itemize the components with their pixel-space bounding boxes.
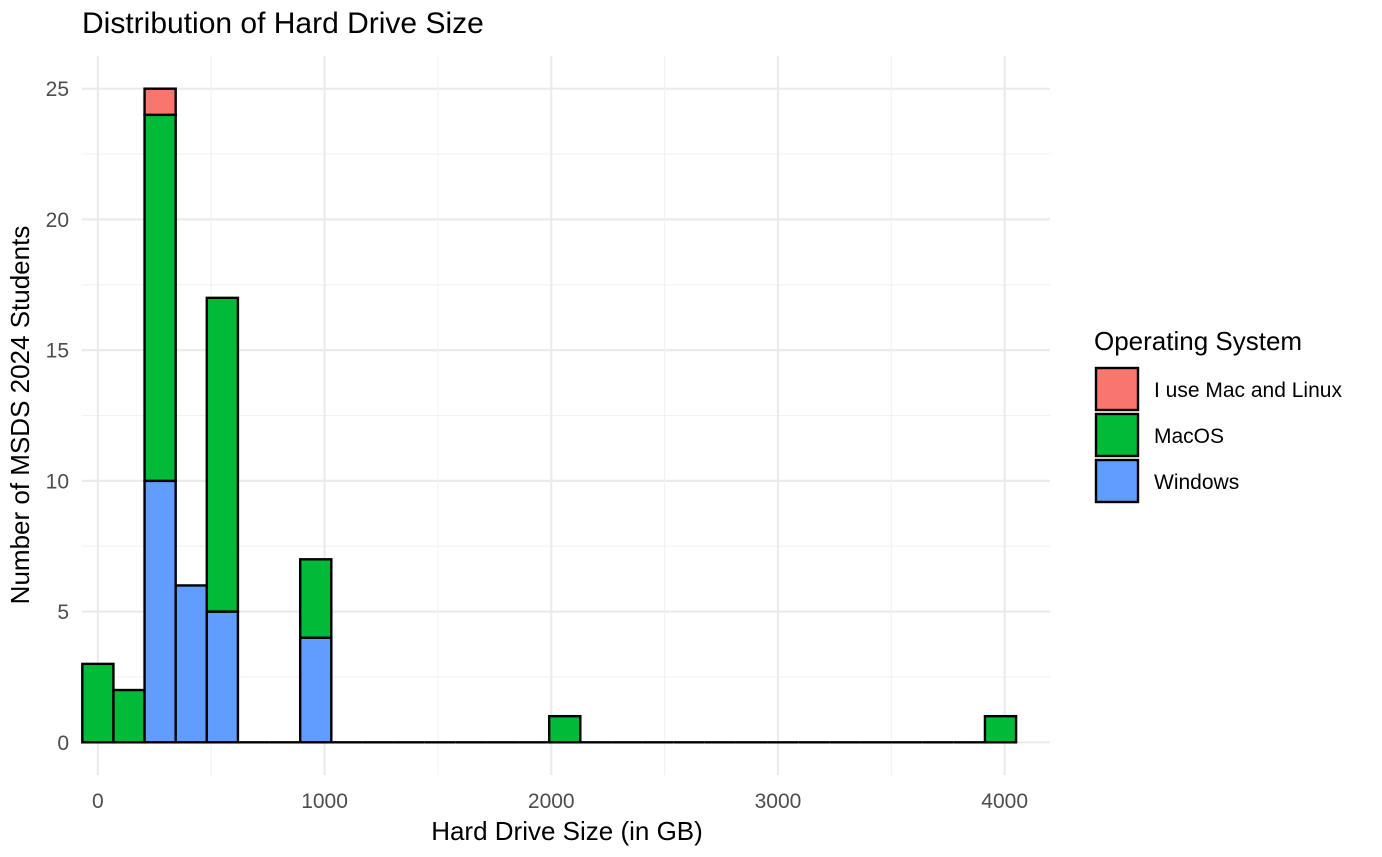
x-tick-label: 1000: [301, 790, 348, 813]
legend-label: I use Mac and Linux: [1154, 379, 1342, 402]
x-tick-label: 4000: [981, 790, 1028, 813]
y-axis-ticks: 0 5 10 15 20 25: [46, 78, 69, 755]
y-tick-label: 5: [57, 601, 69, 624]
bar-segment: [298, 636, 333, 744]
x-axis-ticks: 0 1000 2000 3000 4000: [92, 790, 1028, 813]
chart-title: Distribution of Hard Drive Size: [82, 7, 484, 40]
legend-title: Operating System: [1094, 326, 1302, 356]
bar-segment: [983, 714, 1018, 744]
y-tick-label: 0: [57, 732, 69, 755]
x-tick-label: 2000: [528, 790, 575, 813]
bars-group: [81, 87, 1018, 744]
legend-label: Windows: [1154, 471, 1239, 494]
bar-segment: [143, 479, 177, 744]
bar-segment: [547, 714, 582, 744]
bar-segment: [143, 113, 177, 483]
y-tick-label: 10: [46, 470, 69, 493]
x-tick-label: 3000: [755, 790, 802, 813]
legend: Operating System I use Mac and Linux MacO…: [1094, 326, 1342, 504]
bar-segment: [174, 584, 209, 744]
legend-swatch: [1094, 412, 1140, 458]
bar-segment: [81, 662, 115, 744]
y-axis-label: Number of MSDS 2024 Students: [5, 226, 35, 605]
x-axis-label: Hard Drive Size (in GB): [431, 816, 703, 846]
bar-segment: [298, 558, 333, 639]
legend-swatch: [1094, 366, 1140, 412]
y-tick-label: 20: [46, 209, 69, 232]
bar-segment: [205, 610, 240, 744]
bar-segment: [143, 87, 177, 117]
legend-swatch: [1094, 458, 1140, 504]
y-tick-label: 15: [46, 340, 69, 363]
legend-label: MacOS: [1154, 425, 1224, 448]
y-tick-label: 25: [46, 78, 69, 101]
bar-segment: [205, 296, 240, 613]
x-tick-label: 0: [92, 790, 104, 813]
bar-segment: [112, 688, 146, 744]
